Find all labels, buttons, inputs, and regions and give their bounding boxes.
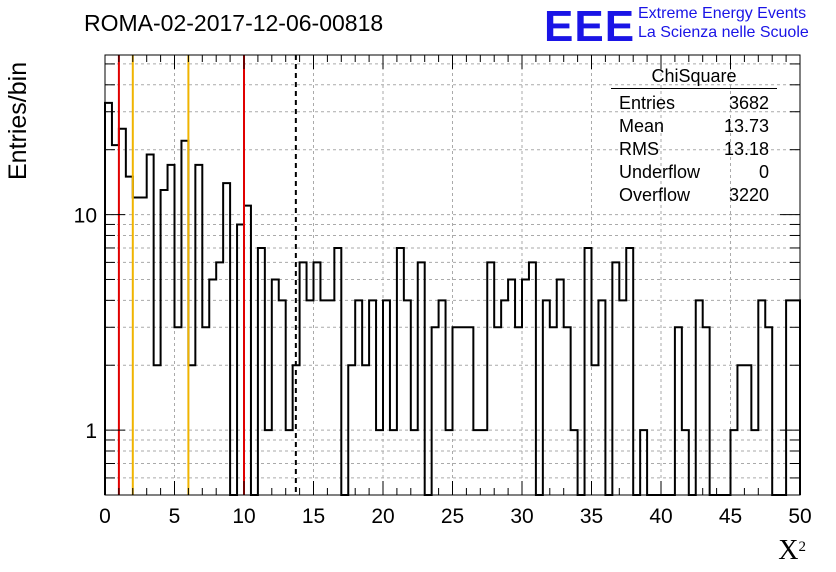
y-tick-label: 1 xyxy=(85,420,97,443)
x-axis-label: X2 xyxy=(778,535,806,566)
x-tick-label: 5 xyxy=(169,505,181,528)
x-tick-label: 20 xyxy=(371,505,394,528)
axes xyxy=(104,54,801,496)
y-axis-label: Entries/bin xyxy=(4,61,32,180)
logo-line-2: La Scienza nelle Scuole xyxy=(638,24,809,41)
x-tick-label: 15 xyxy=(302,505,325,528)
histogram-line xyxy=(104,101,801,496)
stats-row-underflow: Underflow 0 xyxy=(619,162,769,182)
stats-title: ChiSquare xyxy=(611,66,777,89)
x-tick-label: 45 xyxy=(719,505,742,528)
x-tick-label: 35 xyxy=(580,505,603,528)
stats-row-overflow: Overflow 3220 xyxy=(619,185,769,205)
x-tick-label: 10 xyxy=(232,505,255,528)
marker-lines xyxy=(117,55,297,495)
stats-row-mean: Mean 13.73 xyxy=(619,116,769,136)
x-tick-label: 30 xyxy=(510,505,533,528)
stats-row-rms: RMS 13.18 xyxy=(619,139,769,159)
x-tick-label: 25 xyxy=(441,505,464,528)
x-tick-label: 40 xyxy=(649,505,672,528)
x-tick-label: 0 xyxy=(99,505,111,528)
grid-lines xyxy=(105,55,800,495)
chart-title: ROMA-02-2017-12-06-00818 xyxy=(84,10,384,36)
y-tick-label: 10 xyxy=(74,205,97,228)
histogram-series xyxy=(104,101,801,496)
logo-line-1: Extreme Energy Events xyxy=(638,5,807,22)
tick-labels: 0 5 10 15 20 25 30 35 40 45 50 1 10 xyxy=(74,205,812,528)
stats-box: ChiSquare Entries 3682 Mean 13.73 RMS 13.18… xyxy=(611,66,777,207)
eee-logo: EEE xyxy=(544,2,636,51)
x-tick-label: 50 xyxy=(788,505,811,528)
stats-row-entries: Entries 3682 xyxy=(619,93,769,113)
